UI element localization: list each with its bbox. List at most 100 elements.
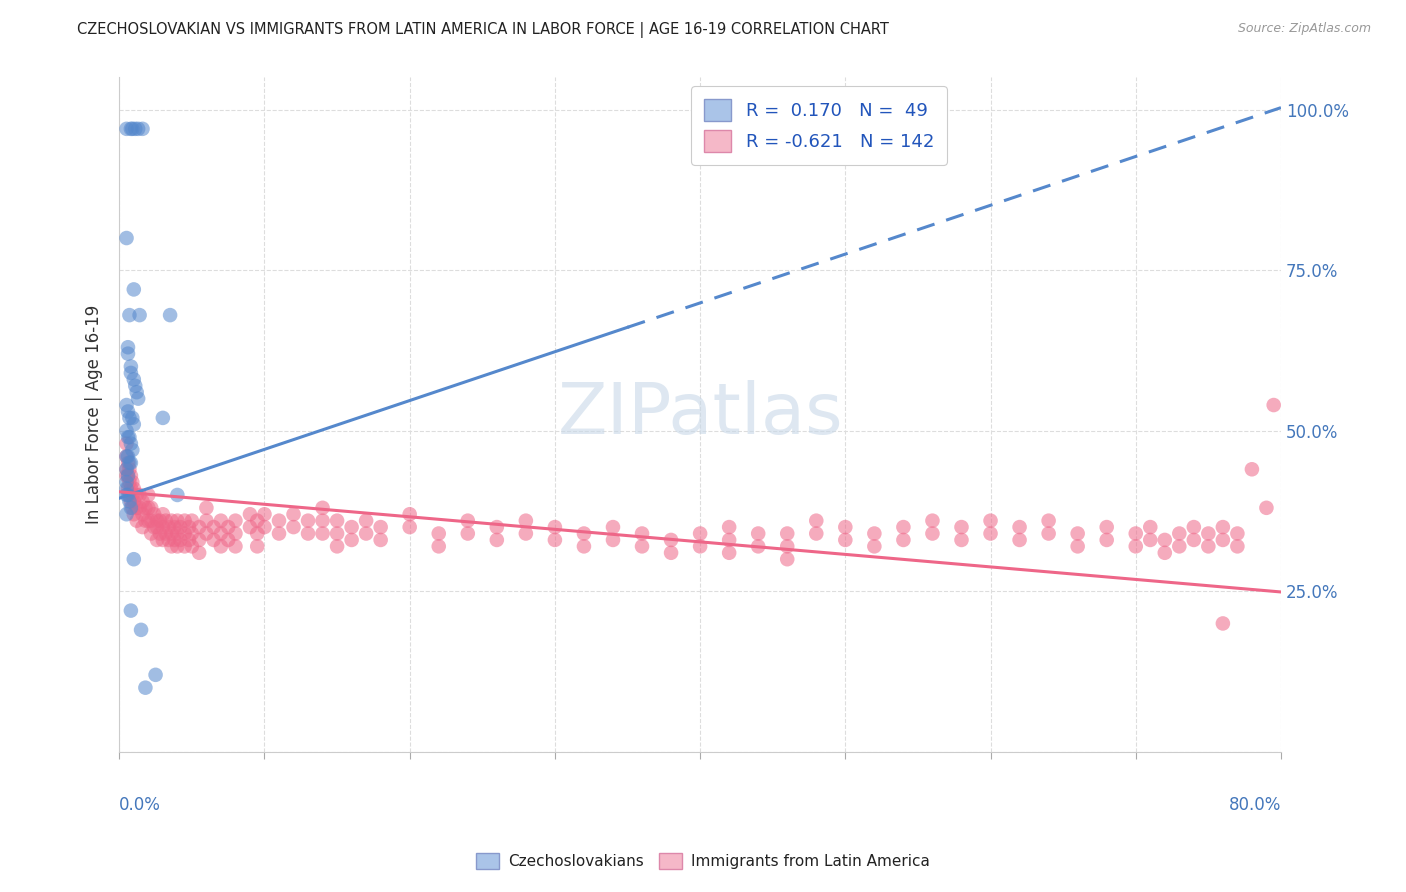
Point <box>118 430 141 444</box>
Point <box>1139 520 1161 534</box>
Point <box>146 514 169 528</box>
Point <box>1008 533 1031 547</box>
Point <box>117 456 139 470</box>
Point <box>131 520 153 534</box>
Point <box>128 308 150 322</box>
Point <box>117 482 139 496</box>
Point <box>485 533 508 547</box>
Point <box>224 526 246 541</box>
Point <box>115 231 138 245</box>
Point <box>188 533 211 547</box>
Point <box>155 514 177 528</box>
Point <box>121 475 143 489</box>
Point <box>163 533 186 547</box>
Point <box>117 468 139 483</box>
Text: ZIPatlas: ZIPatlas <box>557 380 844 450</box>
Point <box>120 366 142 380</box>
Point <box>121 442 143 457</box>
Text: CZECHOSLOVAKIAN VS IMMIGRANTS FROM LATIN AMERICA IN LABOR FORCE | AGE 16-19 CORR: CZECHOSLOVAKIAN VS IMMIGRANTS FROM LATIN… <box>77 22 889 38</box>
Point <box>195 500 218 515</box>
Point <box>1197 526 1219 541</box>
Text: 0.0%: 0.0% <box>120 796 162 814</box>
Point <box>572 540 595 554</box>
Point <box>169 520 191 534</box>
Point <box>202 533 225 547</box>
Point <box>209 526 232 541</box>
Point <box>141 514 163 528</box>
Point <box>1153 546 1175 560</box>
Point <box>131 121 153 136</box>
Point <box>1212 533 1234 547</box>
Point <box>136 488 159 502</box>
Point <box>136 500 159 515</box>
Point <box>267 514 290 528</box>
Point <box>659 546 682 560</box>
Y-axis label: In Labor Force | Age 16-19: In Labor Force | Age 16-19 <box>86 305 103 524</box>
Point <box>117 450 139 464</box>
Point <box>127 121 149 136</box>
Point <box>173 540 195 554</box>
Point <box>157 520 180 534</box>
Point <box>129 623 152 637</box>
Point <box>747 526 769 541</box>
Point <box>747 540 769 554</box>
Point <box>239 508 262 522</box>
Point <box>689 540 711 554</box>
Point <box>152 520 174 534</box>
Point <box>921 514 943 528</box>
Point <box>120 482 142 496</box>
Point <box>125 514 148 528</box>
Point <box>124 121 146 136</box>
Text: Source: ZipAtlas.com: Source: ZipAtlas.com <box>1237 22 1371 36</box>
Point <box>152 533 174 547</box>
Point <box>118 475 141 489</box>
Point <box>921 526 943 541</box>
Point <box>776 526 799 541</box>
Point <box>121 121 143 136</box>
Point <box>980 526 1002 541</box>
Point <box>718 533 741 547</box>
Point <box>117 488 139 502</box>
Text: 80.0%: 80.0% <box>1229 796 1281 814</box>
Point <box>188 520 211 534</box>
Point <box>118 308 141 322</box>
Point <box>173 526 195 541</box>
Point <box>125 385 148 400</box>
Point <box>1197 540 1219 554</box>
Point <box>143 520 166 534</box>
Point <box>115 462 138 476</box>
Point <box>659 533 682 547</box>
Point <box>177 533 200 547</box>
Point <box>1125 526 1147 541</box>
Point <box>863 526 886 541</box>
Point <box>134 500 156 515</box>
Point <box>718 546 741 560</box>
Point <box>118 494 141 508</box>
Point <box>776 540 799 554</box>
Point <box>893 520 915 534</box>
Point <box>457 514 479 528</box>
Point <box>209 514 232 528</box>
Point <box>806 514 828 528</box>
Point <box>631 526 654 541</box>
Point <box>718 520 741 534</box>
Point <box>131 494 153 508</box>
Point <box>160 540 183 554</box>
Point <box>1066 540 1088 554</box>
Point <box>118 488 141 502</box>
Point <box>1240 462 1263 476</box>
Point <box>115 436 138 450</box>
Point <box>485 520 508 534</box>
Point <box>155 526 177 541</box>
Point <box>370 520 392 534</box>
Point <box>283 508 305 522</box>
Point <box>776 552 799 566</box>
Point <box>427 526 450 541</box>
Point <box>122 482 145 496</box>
Point <box>122 552 145 566</box>
Point <box>354 526 377 541</box>
Point <box>134 514 156 528</box>
Point <box>195 514 218 528</box>
Point <box>122 508 145 522</box>
Point <box>120 456 142 470</box>
